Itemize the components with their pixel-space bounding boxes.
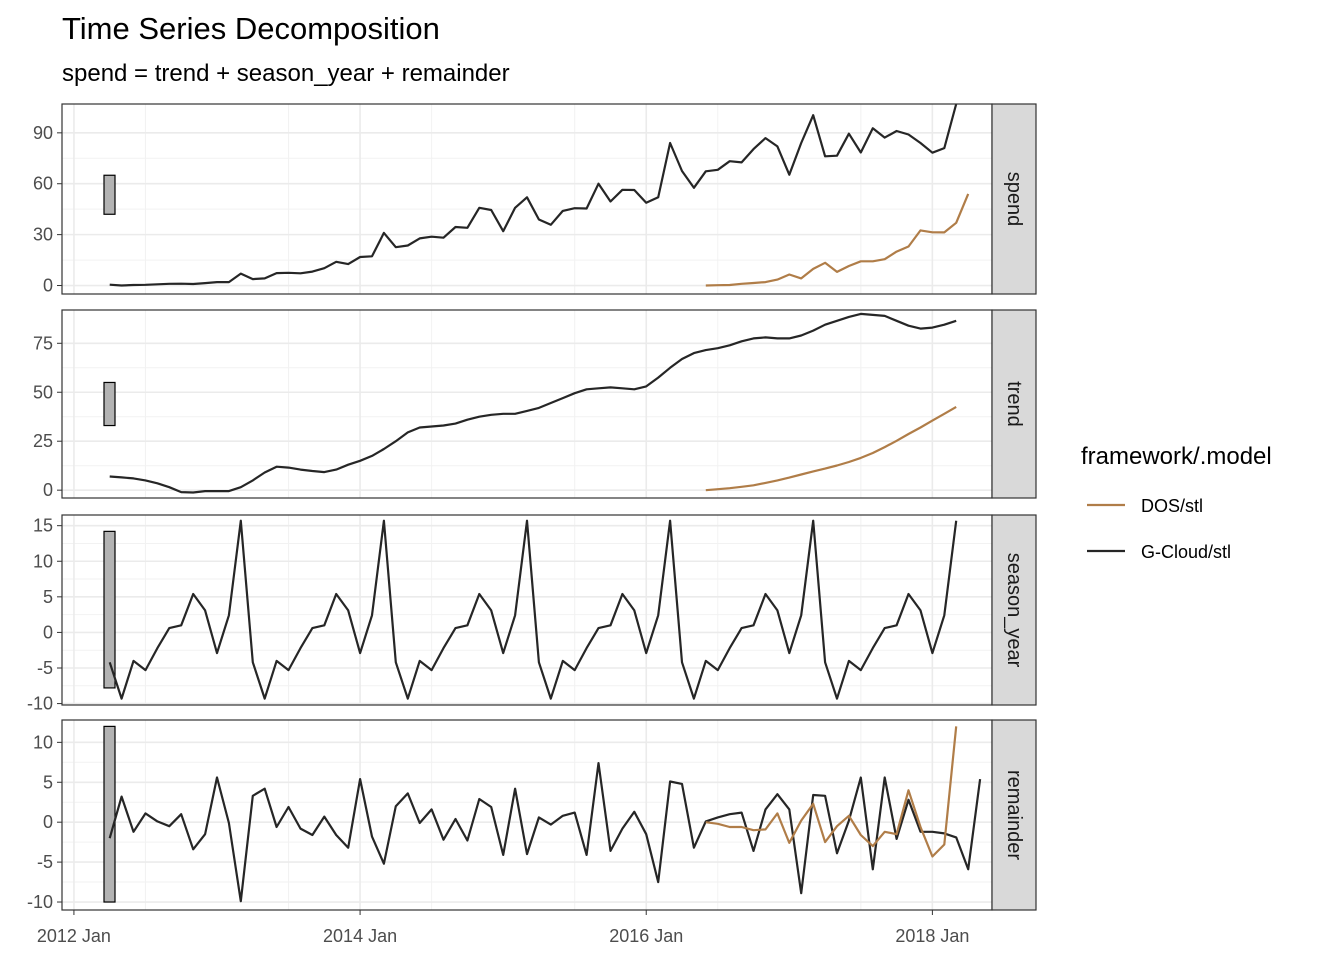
y-tick-label: 0: [43, 276, 53, 296]
scale-bar: [103, 530, 116, 689]
series-line-g-cloud-stl: [109, 103, 958, 287]
x-axis: 2012 Jan 2014 Jan 2016 Jan 2018 Jan: [37, 910, 969, 946]
y-tick-label: -10: [27, 694, 53, 714]
facet-panels: 0306090spend0255075trend-10-5051015seaso…: [27, 103, 1037, 912]
y-tick-label: 75: [33, 333, 53, 353]
y-tick-label: 0: [43, 622, 53, 642]
facet-strip: [991, 103, 1037, 295]
series-line-dos-stl: [705, 193, 970, 287]
legend-label-gcloud: G-Cloud/stl: [1141, 542, 1231, 562]
panel-spend: 0 30 60 90 spend: [33, 103, 1037, 296]
facet-strip-label: spend: [1003, 172, 1025, 227]
series-line-dos-stl: [705, 726, 958, 858]
y-tick-label: 5: [43, 587, 53, 607]
panel-background: [62, 310, 992, 498]
panel-background: [62, 720, 992, 910]
x-tick-label: 2018 Jan: [895, 926, 969, 946]
y-tick-label: 60: [33, 174, 53, 194]
scale-bar: [103, 174, 116, 215]
y-tick-label: 25: [33, 431, 53, 451]
chart-subtitle: spend = trend + season_year + remainder: [62, 60, 510, 87]
legend-title: framework/.model: [1081, 443, 1272, 470]
facet-strip-label: season_year: [1003, 553, 1025, 668]
facet-strip: [991, 309, 1037, 499]
y-tick-label: 10: [33, 551, 53, 571]
y-tick-label: -10: [27, 892, 53, 912]
panel-season_year: -10 -5 0 5 10 15 season_year: [27, 514, 1037, 714]
series-line-dos-stl: [705, 405, 957, 492]
x-tick-label: 2016 Jan: [609, 926, 683, 946]
facet-strip: [991, 719, 1037, 911]
x-tick-label: 2014 Jan: [323, 926, 397, 946]
facet-strip: [991, 514, 1037, 706]
scale-bar: [103, 381, 116, 427]
series-line-g-cloud-stl: [108, 761, 982, 903]
y-tick-label: 0: [43, 812, 53, 832]
y-tick-label: -5: [37, 852, 53, 872]
panel-background: [62, 515, 992, 705]
legend: framework/.model DOS/stl G-Cloud/stl: [1081, 443, 1272, 562]
series-line-g-cloud-stl: [109, 312, 957, 494]
panel-remainder: -10 -5 0 5 10 remainder: [27, 719, 1037, 912]
y-tick-label: 10: [33, 732, 53, 752]
facet-strip-label: remainder: [1003, 770, 1025, 860]
chart-title: Time Series Decomposition: [62, 11, 440, 46]
y-tick-label: 30: [33, 225, 53, 245]
legend-label-dos: DOS/stl: [1141, 496, 1203, 516]
panel-trend: 0 25 50 75 trend: [33, 309, 1037, 500]
series-line-g-cloud-stl: [108, 519, 958, 700]
y-tick-label: 15: [33, 516, 53, 536]
scale-bar: [103, 725, 116, 903]
y-tick-label: 90: [33, 123, 53, 143]
y-tick-label: 0: [43, 480, 53, 500]
y-tick-label: 5: [43, 772, 53, 792]
y-tick-label: -5: [37, 658, 53, 678]
y-tick-label: 50: [33, 382, 53, 402]
facet-strip-label: trend: [1003, 381, 1025, 427]
x-tick-label: 2012 Jan: [37, 926, 111, 946]
